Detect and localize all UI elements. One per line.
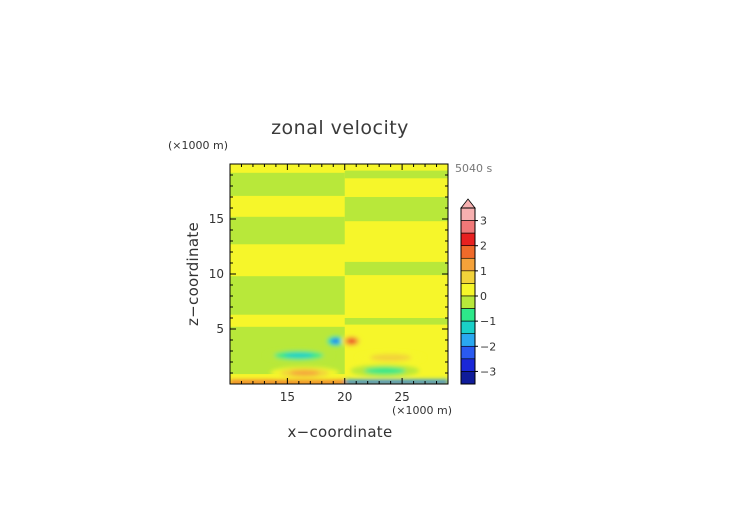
y-axis-unit: (×1000 m) bbox=[168, 139, 228, 152]
x-tick-label: 20 bbox=[337, 390, 352, 404]
colorbar-tick-label: −3 bbox=[480, 365, 496, 378]
y-tick-label: 10 bbox=[209, 267, 224, 281]
colorbar: 3 2 1 0 −1 −2 −3 bbox=[460, 198, 496, 385]
x-axis-label: x−coordinate bbox=[287, 423, 392, 441]
field-feature-contour bbox=[284, 352, 314, 358]
colorbar-level bbox=[460, 245, 476, 259]
colorbar-level bbox=[460, 207, 476, 221]
y-tick-label: 15 bbox=[209, 212, 224, 226]
field-feature-contour bbox=[369, 353, 412, 362]
y-axis-ticks: 5 10 15 bbox=[209, 163, 448, 385]
colorbar-level bbox=[460, 283, 476, 297]
colorbar-tick-label: 0 bbox=[480, 290, 487, 303]
colorbar-tick-label: 2 bbox=[480, 240, 487, 253]
colorbar-extend-arrow bbox=[460, 198, 476, 209]
colorbar-level bbox=[460, 320, 476, 335]
time-label: 5040 s bbox=[455, 162, 492, 175]
x-axis-ticks: 15 20 25 bbox=[229, 164, 449, 404]
colorbar-level bbox=[460, 257, 476, 272]
colorbar-tick-label: 1 bbox=[480, 265, 487, 278]
colorbar-level bbox=[460, 270, 476, 284]
y-axis-label: z−coordinate bbox=[184, 222, 202, 326]
field-feature-contour bbox=[348, 339, 355, 343]
colorbar-level bbox=[460, 371, 476, 385]
field-band bbox=[230, 216, 345, 245]
field-feature-contour bbox=[332, 339, 339, 343]
field-bands bbox=[230, 164, 448, 384]
colorbar-level bbox=[460, 308, 476, 322]
x-axis-unit: (×1000 m) bbox=[392, 404, 452, 417]
colorbar-level bbox=[460, 295, 476, 309]
field-band bbox=[344, 318, 448, 325]
colorbar-level bbox=[460, 358, 476, 372]
field-band bbox=[344, 261, 448, 276]
x-tick-label: 15 bbox=[280, 390, 295, 404]
field-band bbox=[344, 197, 448, 222]
surface-layer-core bbox=[344, 381, 448, 384]
colorbar-level bbox=[460, 345, 476, 360]
x-tick-label: 25 bbox=[394, 390, 409, 404]
plot-area bbox=[230, 164, 448, 384]
colorbar-level bbox=[460, 232, 476, 247]
field-band bbox=[344, 170, 448, 179]
field-feature-contour bbox=[289, 370, 320, 376]
colorbar-level bbox=[460, 333, 476, 347]
field-band bbox=[230, 276, 345, 315]
chart-title: zonal velocity bbox=[271, 117, 409, 139]
field-band bbox=[230, 172, 345, 196]
y-tick-label: 5 bbox=[216, 322, 224, 336]
colorbar-tick-label: −2 bbox=[480, 340, 496, 353]
colorbar-tick-label: 3 bbox=[480, 215, 487, 228]
field-feature-contour bbox=[364, 367, 406, 375]
colorbar-level bbox=[460, 220, 476, 234]
colorbar-tick-label: −1 bbox=[480, 315, 496, 328]
